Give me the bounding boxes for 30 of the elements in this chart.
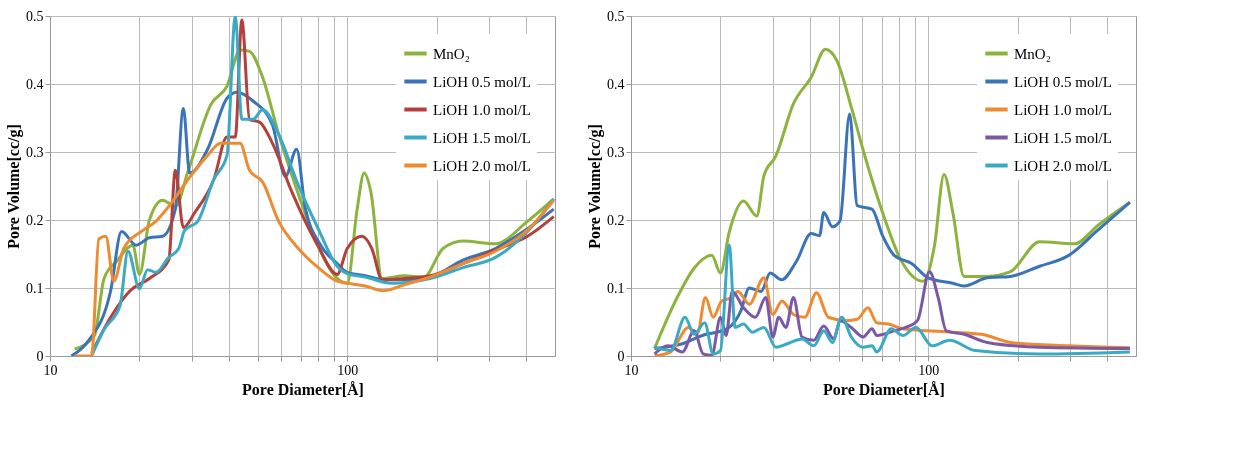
legend-label: LiOH 0.5 mol/L: [1014, 73, 1112, 90]
y-tick-label: 0: [617, 348, 625, 364]
x-tick-label: 100: [918, 362, 940, 378]
x-axis-title: Pore Diameter[Å]: [242, 380, 364, 398]
legend-label: LiOH 2.0 mol/L: [433, 157, 531, 174]
y-tick-label: 0.3: [26, 144, 44, 160]
legend-label: LiOH 1.5 mol/L: [1014, 129, 1112, 146]
y-tick-label: 0.1: [26, 280, 44, 296]
legend-label: MnO₂: [433, 45, 470, 62]
legend-label: LiOH 1.0 mol/L: [433, 101, 531, 118]
legend-label: LiOH 1.5 mol/L: [433, 129, 531, 146]
x-tick-label: 100: [337, 362, 359, 378]
y-tick-label: 0.5: [607, 8, 625, 24]
y-tick-label: 0: [36, 348, 44, 364]
y-axis-title: Pore Volume[cc/g]: [5, 124, 23, 249]
x-tick-label: 10: [43, 362, 58, 378]
y-tick-label: 0.5: [26, 8, 44, 24]
y-axis-title: Pore Volume[cc/g]: [586, 124, 604, 249]
y-tick-label: 0.1: [607, 280, 625, 296]
x-axis-title: Pore Diameter[Å]: [823, 380, 945, 398]
x-tick-label: 10: [624, 362, 639, 378]
y-tick-label: 0.2: [607, 212, 625, 228]
legend-label: MnO₂: [1014, 45, 1051, 62]
y-tick-label: 0.2: [26, 212, 44, 228]
legend-label: LiOH 0.5 mol/L: [433, 73, 531, 90]
y-tick-label: 0.3: [607, 144, 625, 160]
y-tick-label: 0.4: [607, 76, 625, 92]
legend-label: LiOH 1.0 mol/L: [1014, 101, 1112, 118]
y-tick-label: 0.4: [26, 76, 44, 92]
legend-label: LiOH 2.0 mol/L: [1014, 157, 1112, 174]
